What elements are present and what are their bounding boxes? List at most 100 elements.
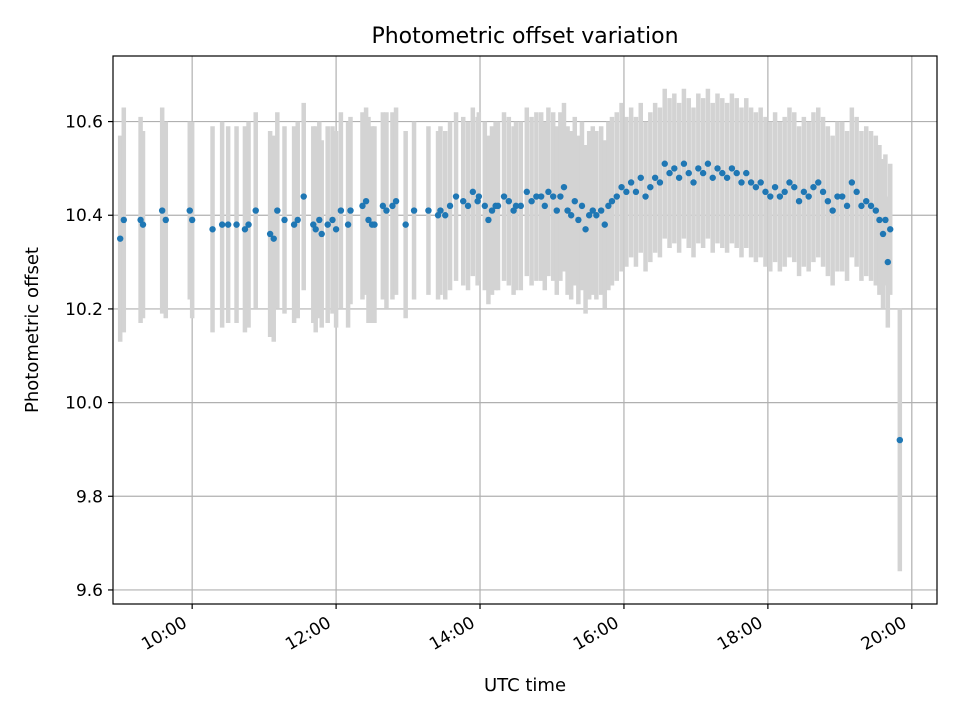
- data-point: [564, 207, 571, 214]
- data-point: [337, 207, 345, 214]
- data-point: [488, 207, 496, 214]
- data-point: [437, 207, 444, 214]
- data-point: [728, 165, 736, 172]
- data-point: [389, 202, 396, 210]
- data-point: [642, 193, 649, 200]
- data-points: [116, 160, 904, 444]
- data-point: [879, 230, 887, 238]
- data-point: [805, 193, 812, 200]
- data-point: [300, 193, 307, 200]
- y-axis-label: Photometric offset: [22, 247, 43, 413]
- data-point: [410, 207, 418, 214]
- data-point: [371, 221, 378, 228]
- data-point: [661, 160, 668, 167]
- data-point: [776, 193, 784, 200]
- data-point: [446, 202, 454, 210]
- data-point: [752, 183, 760, 191]
- data-point: [332, 226, 340, 233]
- data-point: [523, 188, 530, 196]
- data-point: [685, 169, 692, 177]
- data-point: [623, 188, 630, 196]
- data-point: [605, 202, 612, 210]
- data-point: [647, 183, 654, 191]
- data-point: [695, 165, 702, 172]
- data-point: [815, 179, 822, 186]
- data-point: [252, 207, 259, 214]
- y-tick-label: 10.6: [65, 113, 103, 133]
- y-tick-label: 9.8: [76, 487, 103, 507]
- data-point: [810, 183, 817, 191]
- data-point: [585, 212, 593, 219]
- data-point: [795, 197, 803, 205]
- x-axis-label: UTC time: [484, 675, 566, 696]
- data-point: [800, 188, 808, 196]
- data-point: [651, 174, 659, 181]
- y-tick-label: 10.2: [65, 300, 103, 320]
- data-point: [294, 216, 301, 224]
- data-point: [723, 174, 731, 181]
- data-point: [233, 221, 240, 228]
- data-point: [218, 221, 226, 228]
- data-point: [767, 193, 774, 200]
- data-point: [567, 212, 575, 219]
- data-point: [887, 226, 894, 233]
- data-point: [481, 202, 489, 210]
- data-point: [571, 197, 578, 205]
- data-point: [834, 193, 841, 200]
- data-point: [858, 202, 865, 210]
- data-point: [704, 160, 712, 167]
- data-point: [528, 197, 535, 205]
- data-point: [613, 193, 620, 200]
- data-point: [675, 174, 683, 181]
- data-point: [771, 183, 779, 191]
- data-point: [593, 212, 600, 219]
- data-point: [241, 226, 249, 233]
- data-point: [733, 169, 740, 177]
- data-point: [582, 226, 589, 233]
- data-point: [557, 193, 564, 200]
- data-point: [829, 207, 836, 214]
- data-point: [512, 202, 520, 210]
- data-point: [186, 207, 193, 214]
- data-point: [882, 216, 889, 224]
- data-point: [209, 226, 216, 233]
- data-point: [762, 188, 769, 196]
- data-point: [533, 193, 540, 200]
- data-point: [709, 174, 716, 181]
- data-point: [867, 202, 875, 210]
- data-point: [312, 226, 319, 233]
- data-point: [425, 207, 432, 214]
- y-axis-ticks: 9.6 9.8 10.0 10.2 10.4 10.6: [65, 113, 113, 601]
- data-point: [505, 197, 513, 205]
- data-point: [224, 221, 232, 228]
- data-point: [690, 179, 697, 186]
- data-point: [359, 202, 366, 210]
- data-point: [245, 221, 252, 228]
- plot-frame: [112, 55, 938, 605]
- data-point: [560, 183, 568, 191]
- data-point: [553, 207, 560, 214]
- data-point: [589, 207, 596, 214]
- data-point: [632, 188, 640, 196]
- data-point: [656, 179, 664, 186]
- data-point: [460, 197, 467, 205]
- data-point: [344, 221, 352, 228]
- data-point: [139, 221, 147, 228]
- data-point: [627, 179, 635, 186]
- data-point: [290, 221, 298, 228]
- data-point: [839, 193, 846, 200]
- data-point: [601, 221, 608, 228]
- data-point: [494, 202, 502, 210]
- data-point: [500, 193, 508, 200]
- data-point: [757, 179, 764, 186]
- data-point: [637, 174, 644, 181]
- data-point: [379, 202, 387, 210]
- y-tick-label: 10.0: [65, 394, 103, 414]
- data-point: [541, 202, 548, 210]
- data-point: [162, 216, 169, 224]
- data-point: [188, 216, 196, 224]
- data-point: [116, 235, 124, 242]
- data-point: [824, 197, 832, 205]
- data-point: [120, 216, 127, 224]
